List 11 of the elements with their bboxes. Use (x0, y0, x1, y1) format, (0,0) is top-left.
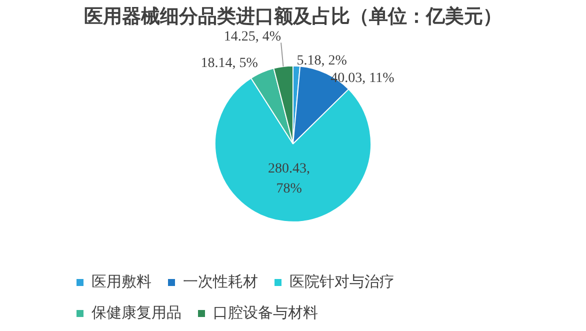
legend-label: 医用敷料 (92, 273, 152, 290)
legend-label: 口腔设备与材料 (213, 304, 318, 322)
data-label: 40.03, 11% (330, 71, 395, 86)
data-label: 5.18, 2% (296, 54, 348, 69)
data-label: 18.14, 5% (200, 56, 258, 71)
data-label: 14.25, 4% (224, 29, 282, 44)
legend-label: 保健康复用品 (92, 304, 182, 322)
data-label: 280.43, 78% (268, 161, 310, 196)
legend-label: 医院针对与治疗 (290, 273, 394, 290)
chart-title: 医用器械细分品类进口额及占比（单位：亿美元） (84, 5, 502, 28)
legend-label: 一次性耗材 (183, 273, 258, 290)
